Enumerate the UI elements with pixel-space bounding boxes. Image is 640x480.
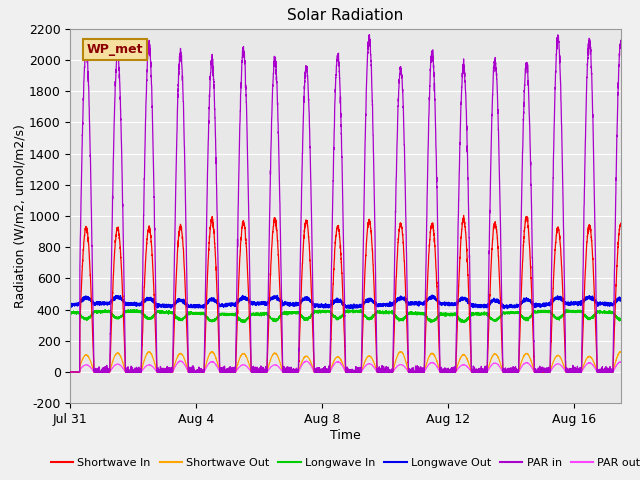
Legend: Shortwave In, Shortwave Out, Longwave In, Longwave Out, PAR in, PAR out: Shortwave In, Shortwave Out, Longwave In… <box>46 454 640 472</box>
Text: WP_met: WP_met <box>87 43 143 56</box>
X-axis label: Time: Time <box>330 429 361 442</box>
Y-axis label: Radiation (W/m2, umol/m2/s): Radiation (W/m2, umol/m2/s) <box>13 124 26 308</box>
Title: Solar Radiation: Solar Radiation <box>287 9 404 24</box>
